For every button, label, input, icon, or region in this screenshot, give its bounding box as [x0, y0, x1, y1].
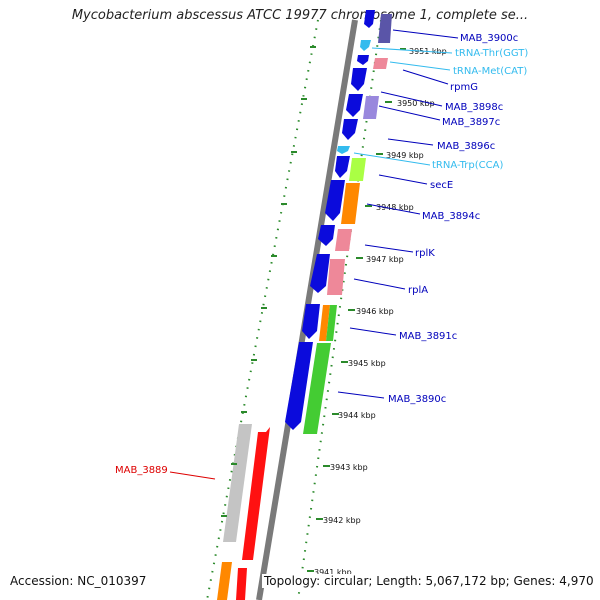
kbp-label: 3948 kbp [376, 203, 414, 212]
gene-feature[interactable] [337, 146, 350, 154]
gene-label[interactable]: rpmG [450, 82, 478, 93]
gene-feature[interactable] [351, 68, 367, 91]
leader-line [392, 29, 459, 39]
gene-feature[interactable] [357, 55, 369, 65]
gene-feature[interactable] [217, 562, 232, 600]
gene-feature[interactable] [364, 10, 375, 28]
gene-label[interactable]: rplK [415, 248, 435, 259]
leader-line [337, 391, 385, 399]
gene-feature[interactable] [342, 119, 358, 140]
gene-feature[interactable] [327, 259, 345, 295]
kbp-label: 3944 kbp [338, 411, 376, 420]
leader-line [349, 327, 397, 336]
gene-label[interactable]: rplA [408, 285, 428, 296]
gene-feature[interactable] [373, 58, 388, 69]
gene-label[interactable]: MAB_3896c [437, 141, 495, 152]
kbp-label: 3946 kbp [356, 307, 394, 316]
page-title: Mycobacterium abscessus ATCC 19977 chrom… [71, 8, 529, 23]
kbp-label: 3949 kbp [386, 151, 424, 160]
kbp-label: 3943 kbp [330, 463, 368, 472]
gene-feature[interactable] [341, 183, 360, 224]
plus-strand-genes [303, 14, 392, 434]
accession-label: Accession: NC_010397 [10, 574, 147, 588]
kbp-ticks [307, 48, 406, 572]
gene-label[interactable]: MAB_3890c [388, 394, 446, 405]
leader-line [353, 152, 431, 166]
kbp-label: 3950 kbp [397, 99, 435, 108]
minus-strand-genes [217, 10, 375, 600]
leader-line [364, 244, 414, 253]
gene-label[interactable]: MAB_3889 [115, 465, 168, 476]
leader-line [378, 174, 428, 185]
gene-label[interactable]: MAB_3898c [445, 102, 503, 113]
gene-labels: MAB_3900c tRNA-Thr(GGT) tRNA-Met(CAT) rp… [115, 33, 528, 476]
gene-feature[interactable] [223, 424, 252, 542]
gene-label[interactable]: MAB_3891c [399, 331, 457, 342]
gene-feature[interactable] [318, 225, 335, 246]
gene-feature[interactable] [310, 254, 330, 293]
gene-label[interactable]: MAB_3900c [460, 33, 518, 44]
leader-line [389, 61, 451, 71]
outer-ticks [221, 46, 316, 517]
gene-feature[interactable] [360, 40, 371, 51]
leader-line [387, 138, 434, 146]
gene-feature[interactable] [378, 14, 392, 43]
gene-feature[interactable] [303, 343, 331, 434]
kbp-label: 3947 kbp [366, 255, 404, 264]
gene-feature[interactable] [349, 158, 366, 181]
leader-line [380, 91, 443, 107]
topology-label: Topology: circular; Length: 5,067,172 bp… [262, 574, 596, 588]
leader-lines [169, 29, 459, 480]
leader-line [169, 471, 216, 480]
gene-feature[interactable] [319, 305, 330, 341]
gene-label[interactable]: MAB_3897c [442, 117, 500, 128]
leader-line [378, 105, 441, 121]
gene-label[interactable]: tRNA-Met(CAT) [453, 66, 527, 77]
kbp-label: 3942 kbp [323, 516, 361, 525]
gene-label[interactable]: tRNA-Thr(GGT) [455, 48, 528, 59]
outer-dotted-track [206, 19, 319, 600]
leader-line [371, 47, 453, 54]
kbp-label: 3941 kbp [314, 568, 352, 577]
leader-line [402, 69, 449, 85]
gene-feature[interactable] [242, 427, 270, 560]
gene-feature[interactable] [363, 96, 379, 119]
gene-feature[interactable] [302, 304, 320, 339]
leader-line [366, 203, 421, 215]
gene-feature[interactable] [346, 94, 363, 117]
gene-feature[interactable] [326, 305, 337, 341]
gene-feature[interactable] [236, 568, 247, 600]
gene-label[interactable]: MAB_3894c [422, 211, 480, 222]
gene-feature[interactable] [285, 342, 313, 430]
leader-line [353, 278, 406, 290]
gene-label[interactable]: tRNA-Trp(CCA) [432, 160, 503, 171]
gene-feature[interactable] [335, 156, 350, 178]
kbp-label: 3945 kbp [348, 359, 386, 368]
gene-feature[interactable] [335, 229, 352, 251]
gene-feature[interactable] [325, 180, 345, 221]
gene-label[interactable]: secE [430, 180, 453, 191]
